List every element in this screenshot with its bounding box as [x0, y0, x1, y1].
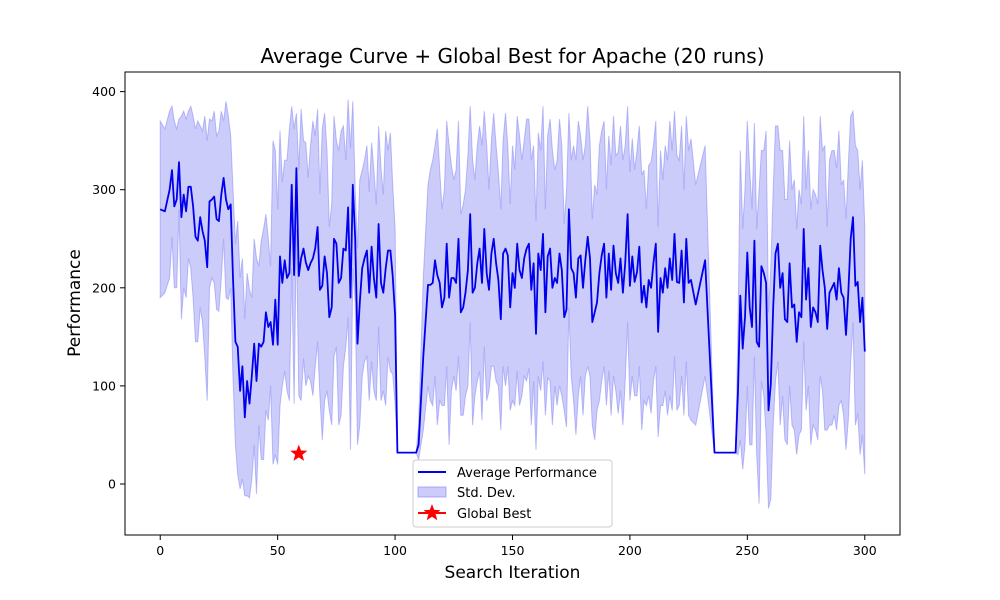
legend-label-average: Average Performance: [457, 466, 597, 481]
legend-box: [412, 459, 613, 528]
legend-label-std-dev: Std. Dev.: [457, 486, 516, 501]
x-tick-label: 0: [156, 543, 164, 558]
legend-star-icon: [423, 504, 441, 521]
std-dev-band: [159, 99, 866, 509]
chart-title: Average Curve + Global Best for Apache (…: [261, 44, 765, 68]
legend-band-swatch: [417, 486, 447, 498]
legend-label-global-best: Global Best: [457, 507, 531, 522]
x-tick-label: 200: [618, 543, 642, 558]
legend: Average Performance Std. Dev. Global Bes…: [412, 459, 613, 528]
y-tick-label: 300: [92, 182, 116, 197]
x-tick-label: 300: [853, 543, 877, 558]
x-tick-label: 150: [501, 543, 525, 558]
y-axis: 0 100 200 300 400: [92, 84, 125, 491]
global-best-star: [290, 444, 308, 461]
x-tick-label: 50: [270, 543, 286, 558]
y-tick-label: 100: [92, 378, 116, 393]
y-axis-label: Performance: [65, 249, 85, 357]
x-axis: 0 50 100 150 200 250 300: [156, 535, 877, 558]
y-tick-label: 400: [92, 84, 116, 99]
x-tick-label: 250: [735, 543, 759, 558]
average-performance-line: [159, 161, 866, 454]
x-tick-label: 100: [383, 543, 407, 558]
y-tick-label: 0: [108, 476, 116, 491]
y-tick-label: 200: [92, 280, 116, 295]
x-axis-label: Search Iteration: [445, 563, 581, 583]
global-best-marker: [290, 444, 308, 461]
plot-area: [159, 99, 866, 509]
